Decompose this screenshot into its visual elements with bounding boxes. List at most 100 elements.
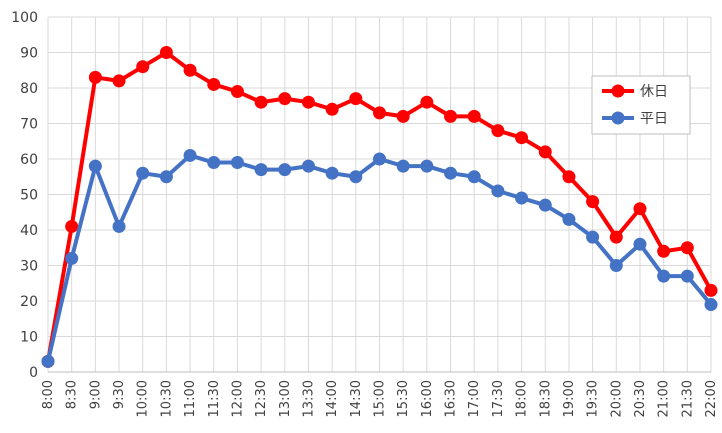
data-point	[704, 298, 718, 312]
data-series	[41, 46, 718, 368]
data-point	[373, 152, 386, 166]
data-point	[112, 74, 126, 88]
data-point	[325, 102, 339, 116]
x-tick-label: 14:30	[349, 380, 364, 417]
data-point	[633, 202, 647, 216]
y-tick-label: 70	[20, 117, 38, 133]
data-point	[609, 230, 623, 244]
x-tick-label: 17:00	[467, 380, 482, 417]
data-point	[278, 92, 292, 106]
series-weekday	[41, 148, 718, 368]
data-point	[657, 269, 671, 283]
data-point	[609, 259, 623, 272]
data-point	[41, 354, 55, 368]
y-axis-tick-labels: 0 10 20 30 40 50 60 70 80 90 100	[11, 10, 38, 381]
x-tick-label: 12:00	[230, 380, 245, 417]
data-point	[301, 159, 315, 173]
y-tick-label: 100	[11, 10, 38, 26]
data-point	[183, 63, 197, 77]
data-point	[278, 163, 292, 177]
data-point	[65, 219, 79, 233]
legend-item: 休日	[602, 84, 668, 100]
x-tick-label: 16:00	[420, 380, 435, 417]
data-point	[207, 156, 221, 170]
y-tick-label: 30	[20, 259, 38, 275]
y-tick-label: 60	[20, 152, 38, 168]
gridlines	[47, 16, 712, 373]
data-point	[704, 283, 718, 297]
data-point	[301, 95, 315, 109]
data-point	[396, 159, 410, 173]
data-point	[515, 191, 529, 205]
series-holiday	[41, 46, 718, 368]
legend-item: 平日	[602, 111, 668, 127]
data-point	[562, 212, 576, 226]
y-tick-label: 80	[20, 81, 38, 97]
x-tick-label: 9:30	[112, 380, 127, 409]
data-point	[538, 145, 552, 159]
data-point	[444, 166, 458, 180]
y-tick-label: 0	[29, 365, 38, 381]
data-point	[680, 269, 694, 283]
data-point	[183, 148, 197, 162]
data-point	[88, 70, 102, 84]
x-tick-label: 21:30	[680, 380, 695, 417]
data-point	[230, 156, 244, 170]
data-point	[586, 195, 600, 209]
data-point	[586, 230, 600, 244]
data-point	[467, 170, 481, 184]
data-point	[159, 46, 173, 59]
legend-box	[591, 75, 691, 135]
x-tick-label: 10:00	[136, 380, 151, 417]
x-tick-label: 11:30	[207, 380, 222, 417]
x-tick-label: 8:30	[65, 380, 80, 409]
data-point	[467, 109, 481, 123]
data-point	[159, 170, 173, 184]
data-point	[657, 244, 671, 258]
data-point	[325, 166, 339, 180]
data-point	[254, 163, 268, 177]
x-tick-label: 20:30	[633, 380, 648, 417]
data-point	[396, 109, 410, 123]
data-point	[491, 184, 505, 198]
x-tick-label: 21:00	[657, 380, 672, 417]
data-point	[680, 241, 694, 255]
legend-marker	[611, 84, 625, 98]
data-point	[88, 159, 102, 173]
x-tick-label: 20:00	[609, 380, 624, 417]
x-tick-label: 15:30	[396, 380, 411, 417]
data-point	[538, 198, 552, 212]
data-point	[491, 124, 505, 138]
x-tick-label: 14:00	[325, 380, 340, 417]
x-tick-label: 17:30	[491, 380, 506, 417]
x-tick-label: 8:00	[41, 380, 56, 409]
x-tick-label: 18:00	[515, 380, 530, 417]
legend-label: 平日	[640, 111, 668, 127]
x-tick-label: 22:00	[704, 380, 719, 417]
y-tick-label: 40	[20, 223, 38, 239]
x-tick-label: 16:30	[444, 380, 459, 417]
legend-label: 休日	[640, 84, 668, 100]
x-tick-label: 11:00	[183, 380, 198, 417]
data-point	[420, 159, 434, 173]
data-point	[136, 166, 150, 180]
legend-marker	[611, 111, 625, 125]
x-tick-label: 13:00	[278, 380, 293, 417]
data-point	[515, 131, 529, 145]
data-point	[112, 219, 126, 233]
data-point	[444, 109, 458, 123]
data-point	[633, 237, 647, 251]
x-tick-label: 19:30	[586, 380, 601, 417]
y-tick-label: 10	[20, 330, 38, 346]
x-tick-label: 13:30	[301, 380, 316, 417]
x-tick-label: 15:00	[373, 380, 388, 417]
data-point	[349, 170, 363, 184]
x-tick-label: 18:30	[538, 380, 553, 417]
data-point	[65, 251, 79, 265]
data-point	[136, 60, 150, 74]
data-point	[420, 95, 434, 109]
x-axis-tick-labels: 8:00 8:30 9:00 9:30 10:00 10:30 11:00 11:30 12:0…	[41, 380, 719, 417]
